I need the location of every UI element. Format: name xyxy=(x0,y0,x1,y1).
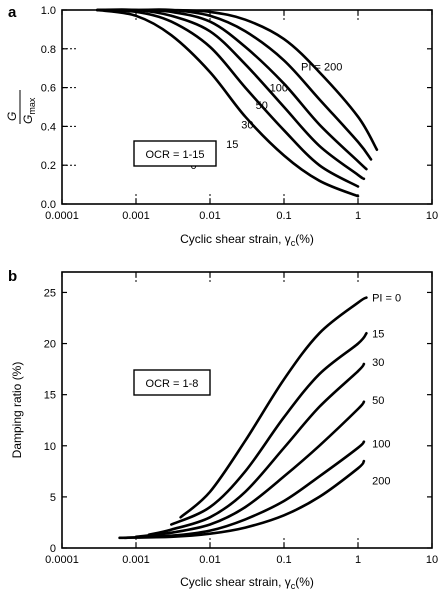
x-axis-label-b: Cyclic shear strain, γc(%) xyxy=(180,575,314,591)
x-axis-label-a: Cyclic shear strain, γc(%) xyxy=(180,232,314,248)
x-tick-label: 0.001 xyxy=(122,554,150,566)
y-tick-label: 0 xyxy=(50,543,56,555)
svg-text:Gmax: Gmax xyxy=(21,97,37,124)
x-tick-label: 0.01 xyxy=(199,554,220,566)
x-tick-label: 1 xyxy=(355,554,361,566)
x-tick-label: 0.1 xyxy=(276,554,291,566)
y-tick-label: 5 xyxy=(50,492,56,504)
y-tick-label: 15 xyxy=(44,390,56,402)
svg-text:OCR = 1-8: OCR = 1-8 xyxy=(146,378,199,390)
x-tick-label: 1 xyxy=(355,210,361,222)
panel-label-a: a xyxy=(8,4,17,21)
series-line-b-0 xyxy=(179,296,368,519)
x-tick-label: 0.0001 xyxy=(45,554,79,566)
series-label-b-1: 15 xyxy=(372,328,384,340)
panel-label-b: b xyxy=(8,268,17,285)
series-label-b-4: 100 xyxy=(372,439,390,451)
annotation-box-b: OCR = 1-8 xyxy=(133,369,211,396)
y-tick-label: 0.8 xyxy=(41,44,56,56)
y-tick-label: 20 xyxy=(44,339,56,351)
x-tick-label: 0.001 xyxy=(122,210,150,222)
annotation-box-a: OCR = 1-15 xyxy=(133,140,217,167)
plot-frame-a xyxy=(61,9,433,205)
chart-a: a 0153050100PI = 200 0.00010.0010.010.11… xyxy=(5,4,438,248)
series-line-b-3 xyxy=(134,400,366,539)
y-tick-label: 0.4 xyxy=(41,121,56,133)
y-tick-label: 25 xyxy=(44,287,56,299)
series-label-a-1: 15 xyxy=(226,139,238,151)
svg-text:OCR = 1-15: OCR = 1-15 xyxy=(146,149,205,161)
series-line-a-1 xyxy=(96,8,360,188)
x-tick-label: 10 xyxy=(426,210,438,222)
y-tick-label: 0.2 xyxy=(41,160,56,172)
y-tick-label: 0.6 xyxy=(41,83,56,95)
series-label-a-3: 50 xyxy=(256,100,268,112)
svg-text:G: G xyxy=(5,112,19,121)
y-axis-label-b: Damping ratio (%) xyxy=(10,362,24,459)
series-label-a-5: PI = 200 xyxy=(301,61,342,73)
series-label-b-3: 50 xyxy=(372,395,384,407)
series-label-b-5: 200 xyxy=(372,476,390,488)
x-tick-label: 0.1 xyxy=(276,210,291,222)
y-tick-label: 10 xyxy=(44,441,56,453)
series-line-a-0 xyxy=(96,8,360,198)
y-tick-label: 1.0 xyxy=(41,5,56,17)
x-tick-label: 0.0001 xyxy=(45,210,79,222)
y-axis-label-a: G Gmax xyxy=(5,90,37,124)
series-label-b-2: 30 xyxy=(372,357,384,369)
series-line-b-5 xyxy=(118,459,366,540)
series-label-a-2: 30 xyxy=(241,119,253,131)
series-label-b-0: PI = 0 xyxy=(372,293,401,305)
plot-frame-b xyxy=(61,271,433,549)
series-label-a-4: 100 xyxy=(270,83,288,95)
series-line-b-1 xyxy=(170,332,368,526)
x-tick-label: 10 xyxy=(426,554,438,566)
series-line-b-2 xyxy=(147,362,366,536)
y-tick-label: 0.0 xyxy=(41,199,56,211)
x-tick-label: 0.01 xyxy=(199,210,220,222)
